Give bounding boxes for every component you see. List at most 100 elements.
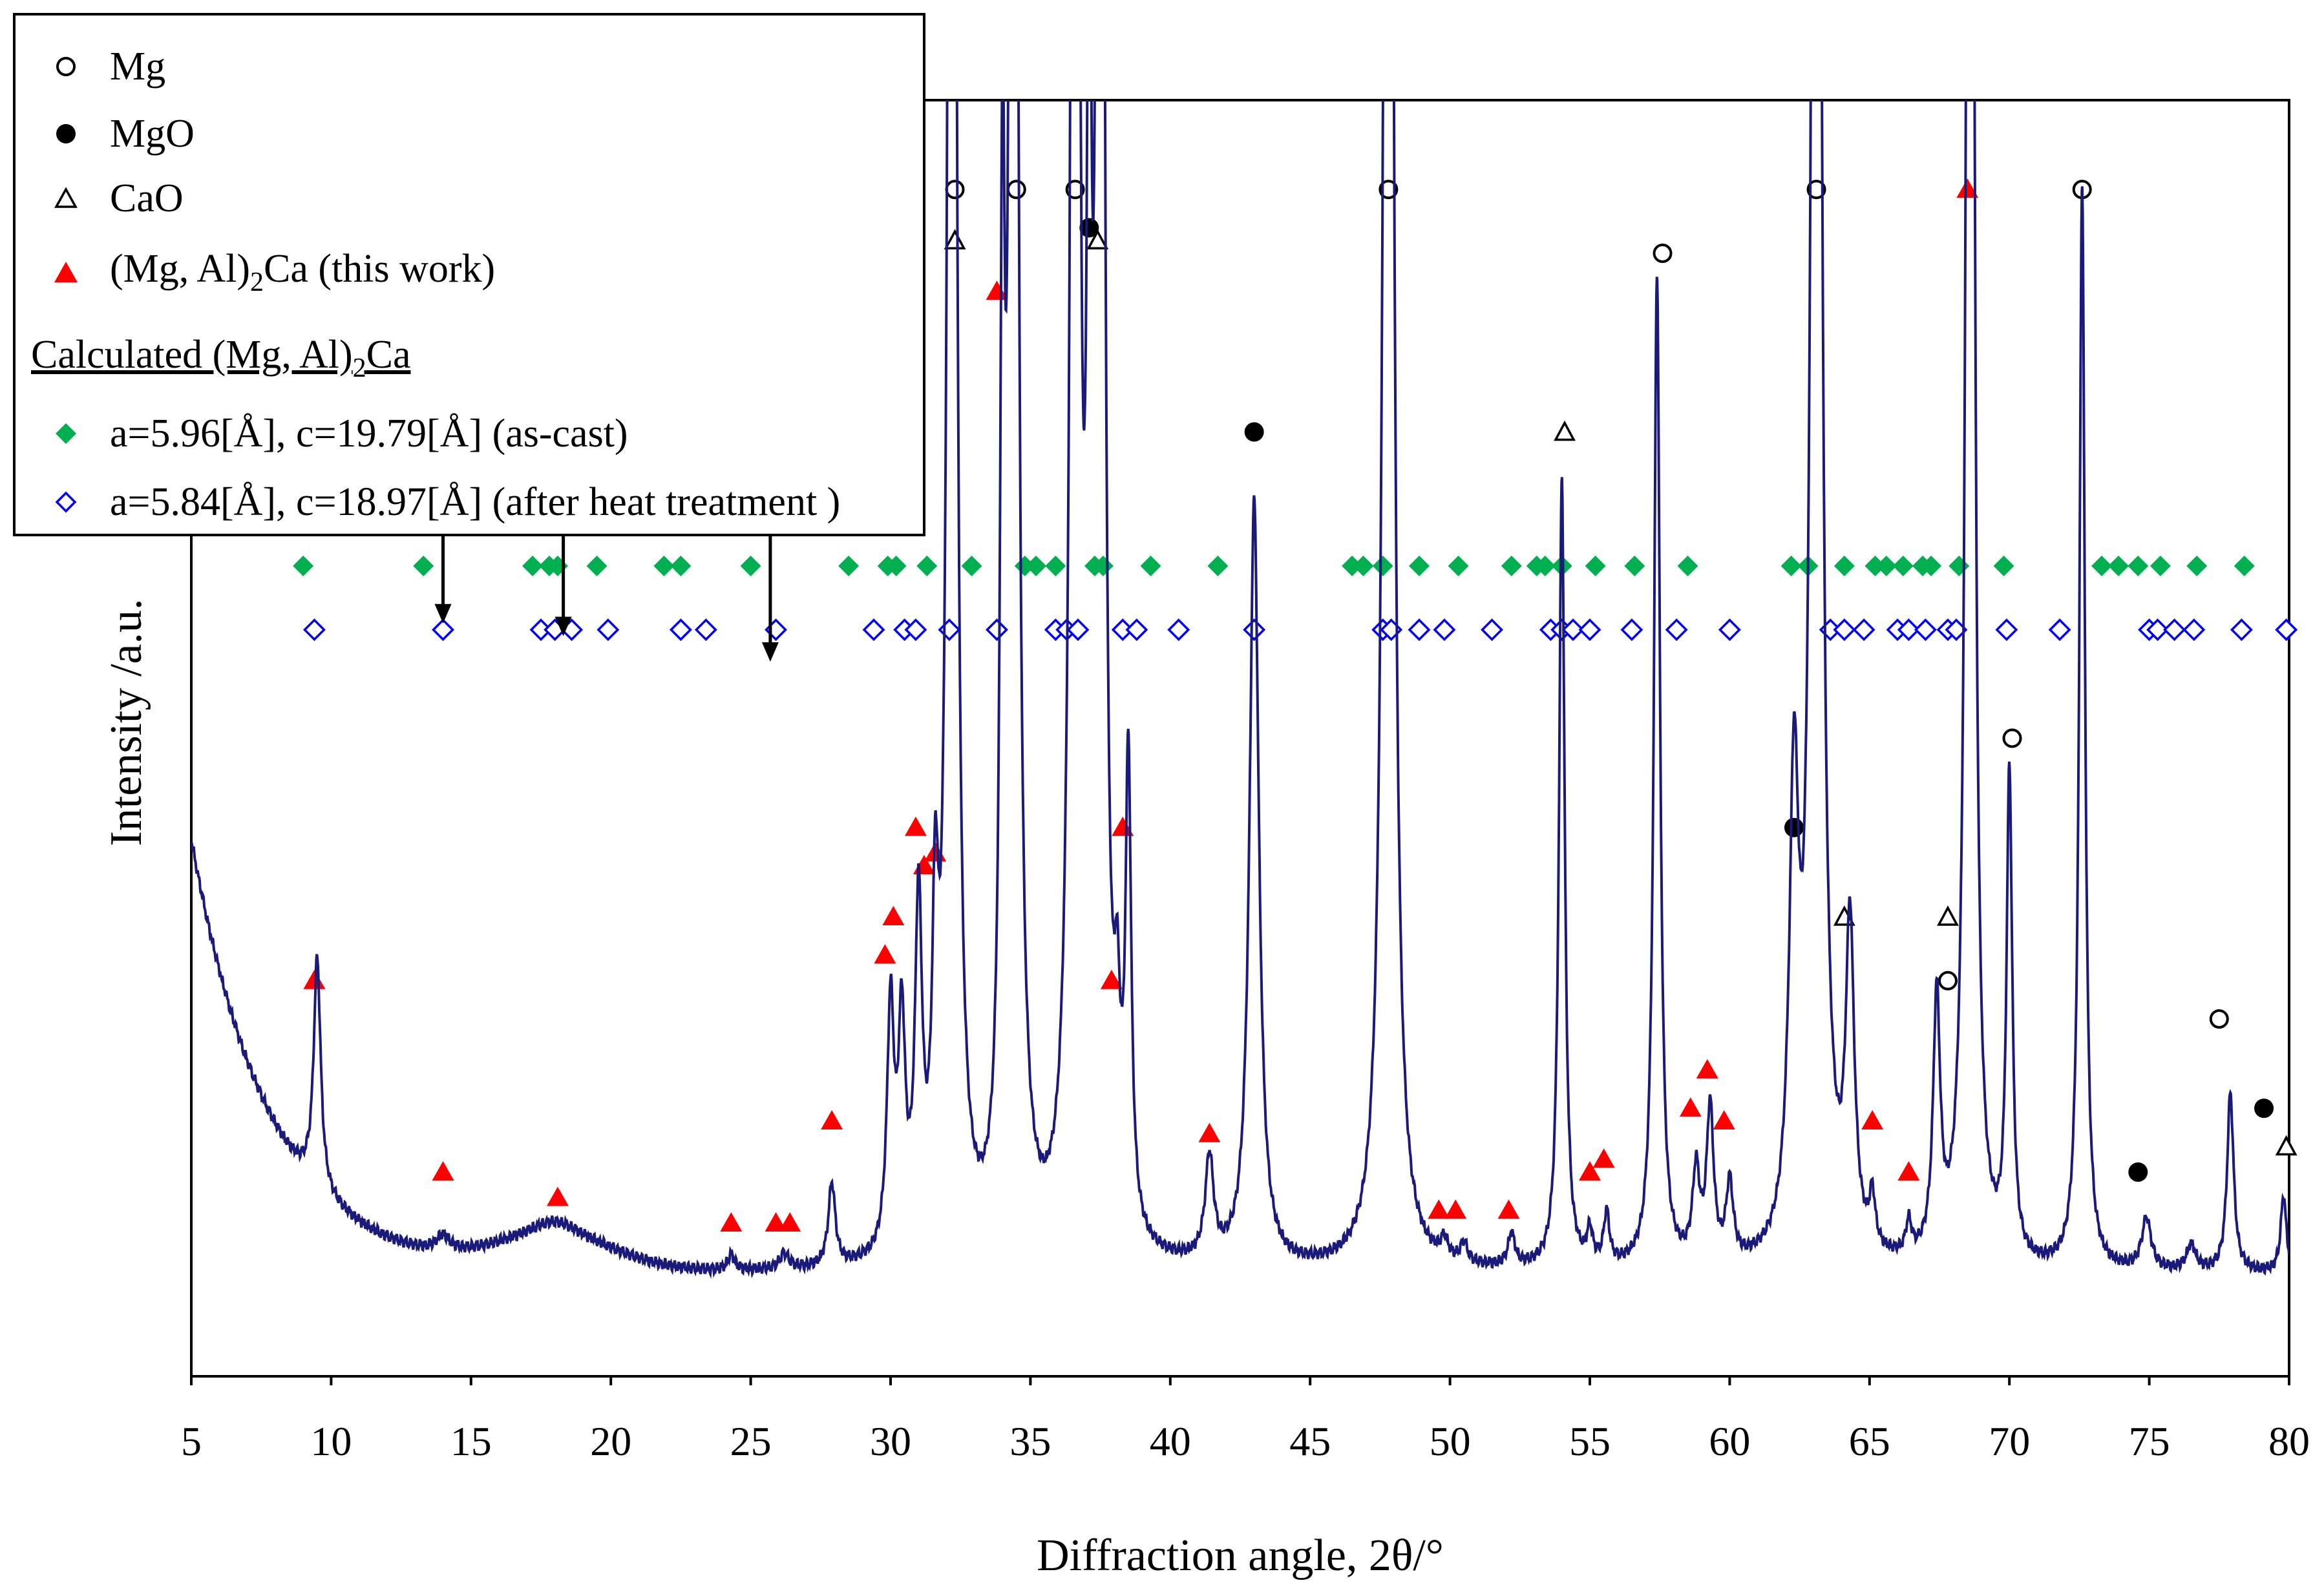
pointer-arrow-head (555, 616, 572, 636)
as-cast-reflection-marker (916, 555, 938, 576)
mgo-peak-marker (1784, 817, 1804, 837)
mg-peak-marker (1006, 180, 1026, 200)
mg2ca-peak-marker (1696, 1059, 1718, 1078)
legend-row-heat-treated: a=5.84[Å], c=18.97[Å] (after heat treatm… (16, 473, 840, 531)
mg2ca-peak-marker (1679, 1097, 1702, 1117)
mgo-peak-marker (1244, 422, 1264, 442)
as-cast-reflection-marker (1342, 555, 1363, 576)
heat-treated-reflection-marker (1481, 618, 1503, 642)
heat-treated-reflection-marker (1718, 618, 1741, 642)
legend-label-mgo: MgO (110, 111, 195, 156)
heat-treated-reflection-marker (2048, 618, 2071, 642)
as-cast-reflection-marker (1372, 555, 1393, 576)
mg2ca-peak-marker (779, 1212, 801, 1232)
heat-treated-reflection-marker (669, 618, 692, 642)
as-cast-reflection-marker (1921, 555, 1942, 576)
mg2ca-peak-marker (1444, 1199, 1467, 1219)
heat-treated-reflection-marker (1408, 618, 1431, 642)
heat-treated-reflection-marker (1665, 618, 1688, 642)
as-cast-reflection-marker (413, 555, 434, 576)
heat-treated-reflection-marker (694, 618, 717, 642)
legend-mg2ca-sub: 2 (250, 268, 264, 297)
as-cast-reflection-marker (838, 555, 860, 576)
legend-label-mg: Mg (110, 44, 166, 89)
heat-treated-reflection-marker (1852, 618, 1875, 642)
heat-treated-reflection-marker (985, 618, 1008, 642)
mg-peak-marker (1806, 180, 1826, 200)
pointer-arrow-head (434, 604, 452, 624)
as-cast-reflection-marker (1585, 555, 1606, 576)
as-cast-reflection-marker (1045, 555, 1066, 576)
as-cast-reflection-marker (522, 555, 544, 576)
x-tick-label: 35 (1009, 1418, 1051, 1464)
mgo-peak-marker (2254, 1098, 2274, 1118)
legend-label-cao: CaO (110, 176, 184, 220)
mg2ca-peak-marker (1579, 1161, 1601, 1181)
mg2ca-peak-marker (720, 1212, 743, 1232)
heat-treated-reflection-marker (862, 618, 885, 642)
green-diamond-icon (40, 408, 92, 459)
cao-peak-marker (1554, 420, 1576, 441)
x-tick-label: 40 (1150, 1418, 1191, 1464)
as-cast-reflection-marker (2234, 555, 2255, 576)
as-cast-reflection-marker (1875, 555, 1897, 576)
legend-row-cao: CaO (16, 169, 184, 227)
legend-calc-tail: Ca (366, 333, 411, 377)
legend-mg2ca-main: (Mg, Al) (110, 247, 250, 291)
heat-treated-reflection-marker (1914, 618, 1937, 642)
as-cast-reflection-marker (1448, 555, 1469, 576)
legend-calc-sub: 2 (352, 353, 366, 383)
heat-treated-reflection-marker (597, 618, 620, 642)
as-cast-reflection-marker (1501, 555, 1522, 576)
as-cast-reflection-marker (1207, 555, 1229, 576)
as-cast-reflection-marker (1026, 555, 1047, 576)
blue-open-diamond-icon (40, 476, 92, 528)
mg-peak-marker (2209, 1009, 2229, 1029)
mg2ca-peak-marker (546, 1186, 569, 1206)
x-tick-label: 15 (450, 1418, 492, 1464)
legend-calculated-heading: Calculated (Mg, Al)2Ca (31, 332, 410, 384)
mg2ca-peak-marker (765, 1212, 787, 1232)
x-tick-label: 75 (2129, 1418, 2170, 1464)
mg2ca-peak-marker (1112, 816, 1134, 836)
x-tick-label: 30 (870, 1418, 911, 1464)
as-cast-reflection-marker (293, 555, 314, 576)
mg2ca-peak-marker (1592, 1148, 1615, 1168)
mg-peak-marker (1938, 971, 1958, 991)
legend-label-mg2ca: (Mg, Al)2Ca (this work) (110, 246, 495, 298)
open-circle-icon (40, 41, 92, 92)
legend-row-mgo: MgO (16, 105, 195, 163)
mg2ca-peak-marker (1713, 1110, 1735, 1129)
mg2ca-peak-marker (821, 1110, 843, 1129)
as-cast-reflection-marker (1780, 555, 1802, 576)
mg2ca-peak-marker (1861, 1110, 1884, 1129)
legend-label-heat-treated: a=5.84[Å], c=18.97[Å] (after heat treatm… (110, 479, 841, 524)
pointer-arrow-head (761, 642, 779, 662)
mg2ca-peak-marker (1428, 1199, 1450, 1219)
heat-treated-reflection-marker (2146, 618, 2170, 642)
heat-treated-reflection-marker (1066, 618, 1090, 642)
as-cast-reflection-marker (885, 555, 907, 576)
cao-peak-marker (1937, 905, 1959, 926)
as-cast-reflection-marker (1892, 555, 1914, 576)
as-cast-reflection-marker (2107, 555, 2129, 576)
as-cast-reflection-marker (1864, 555, 1886, 576)
x-tick-label: 25 (730, 1418, 772, 1464)
as-cast-reflection-marker (1677, 555, 1698, 576)
mg2ca-peak-marker (874, 944, 896, 964)
open-triangle-icon (40, 173, 92, 224)
as-cast-reflection-marker (1949, 555, 1970, 576)
heat-treated-reflection-marker (1243, 618, 1266, 642)
mg2ca-peak-marker (432, 1161, 454, 1181)
x-tick-label: 45 (1289, 1418, 1331, 1464)
as-cast-reflection-marker (1833, 555, 1855, 576)
as-cast-reflection-marker (2128, 555, 2149, 576)
as-cast-reflection-marker (1534, 555, 1556, 576)
mgo-peak-marker (2128, 1162, 2148, 1182)
mg-peak-marker (1379, 180, 1399, 200)
as-cast-reflection-marker (961, 555, 982, 576)
y-axis-title: Intensity /a.u. (101, 599, 151, 846)
heat-treated-reflection-marker (904, 618, 927, 642)
legend-row-as-cast: a=5.96[Å], c=19.79[Å] (as-cast) (16, 404, 628, 463)
mg2ca-peak-marker (1956, 178, 1979, 198)
